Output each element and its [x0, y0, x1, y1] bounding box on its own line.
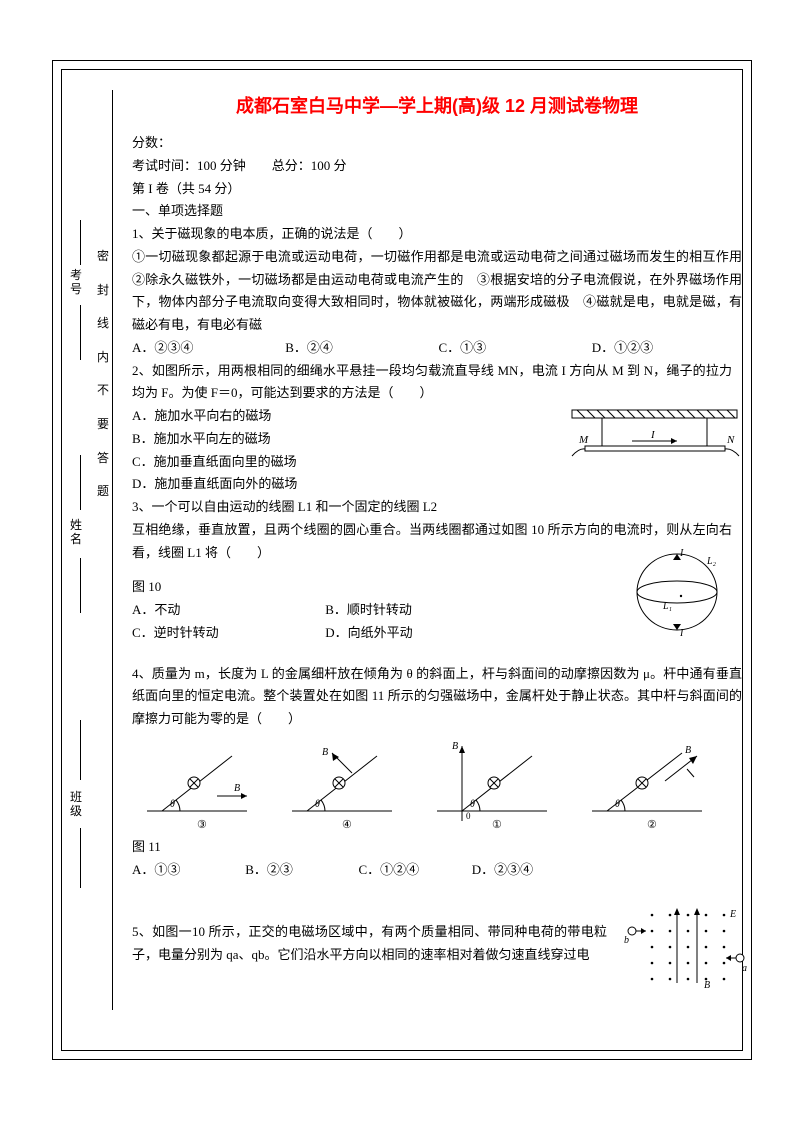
line-class-1 — [80, 720, 81, 780]
q3-B: B．顺时针转动 — [325, 599, 412, 622]
svg-text:E: E — [729, 909, 736, 920]
q4-fig3: θ B ③ — [142, 741, 262, 831]
q2-stem: 2、如图所示，用两根相同的细绳水平悬挂一段均匀载流直导线 MN，电流 I 方向从… — [132, 360, 732, 406]
svg-text:①: ① — [492, 819, 502, 831]
seal-text: 密 封 线 内 不 要 答 题 — [96, 240, 110, 509]
q4-fig1: B θ 0 ① — [432, 741, 562, 831]
svg-text:B: B — [234, 783, 240, 794]
q1-stem: 1、关于磁现象的电本质，正确的说法是（ ） — [132, 223, 742, 246]
text-exam-id: 考号 — [70, 268, 82, 296]
q3-figure: I L₂ L₁ I — [627, 544, 727, 639]
page-outer-frame: 考号 姓名 班级 密 封 线 内 不 要 答 题 成都石室白马中 — [52, 60, 752, 1060]
label-name: 姓名 — [68, 518, 84, 547]
svg-text:B: B — [452, 741, 458, 752]
page-inner-frame: 考号 姓名 班级 密 封 线 内 不 要 答 题 成都石室白马中 — [61, 69, 743, 1051]
fig-M: M — [578, 434, 589, 446]
svg-text:θ: θ — [615, 799, 620, 810]
q3-C: C．逆时针转动 — [132, 622, 322, 645]
seal-text-content: 密 封 线 内 不 要 答 题 — [97, 249, 121, 498]
svg-text:a: a — [742, 963, 747, 974]
section-1: 第 I 卷（共 54 分） — [132, 178, 742, 201]
line-name-1 — [80, 455, 81, 510]
q4-block: 4、质量为 m，长度为 L 的金属细杆放在倾角为 θ 的斜面上，杆与斜面间的动摩… — [132, 663, 742, 882]
q4-stem: 4、质量为 m，长度为 L 的金属细杆放在倾角为 θ 的斜面上，杆与斜面间的动摩… — [132, 663, 742, 731]
q2-figure: M I N — [567, 408, 742, 463]
q5-block: 5、如图一10 所示，正交的电磁场区域中，有两个质量相同、带同种电荷的带电粒子，… — [132, 921, 742, 967]
q1-A: A．②③④ — [132, 337, 282, 360]
q4-B: B．②③ — [245, 859, 355, 882]
q1-D: D．①②③ — [592, 337, 653, 360]
q2-D: D．施加垂直纸面向外的磁场 — [132, 473, 742, 496]
q3-A: A．不动 — [132, 599, 322, 622]
q3-D: D．向纸外平动 — [325, 622, 412, 645]
line-exam-id-1 — [80, 220, 81, 265]
seal-line — [112, 90, 113, 1010]
label-class: 班级 — [68, 790, 84, 819]
q2-block: 2、如图所示，用两根相同的细绳水平悬挂一段均匀载流直导线 MN，电流 I 方向从… — [132, 360, 742, 497]
line-exam-id-2 — [80, 305, 81, 360]
svg-text:θ: θ — [470, 799, 475, 810]
q4-A: A．①③ — [132, 859, 242, 882]
q1-statements: ①一切磁现象都起源于电流或运动电荷，一切磁作用都是电流或运动电荷之间通过磁场而发… — [132, 246, 742, 337]
exam-title: 成都石室白马中学—学上期(高)级 12 月测试卷物理 — [132, 92, 742, 118]
score-label: 分数： — [132, 132, 742, 155]
svg-text:③: ③ — [197, 819, 207, 831]
q4-D: D．②③④ — [472, 859, 533, 882]
q1-options: A．②③④ B．②④ C．①③ D．①②③ — [132, 337, 742, 360]
svg-text:L₁: L₁ — [662, 601, 672, 612]
content: 成都石室白马中学—学上期(高)级 12 月测试卷物理 分数： 考试时间：100 … — [132, 92, 742, 967]
svg-text:B: B — [322, 747, 328, 758]
svg-text:L₂: L₂ — [706, 556, 717, 567]
svg-text:I: I — [679, 548, 684, 559]
part-1: 一、单项选择题 — [132, 200, 742, 223]
label-exam-id: 考号 — [68, 268, 84, 297]
q4-fig4: θ B ④ — [287, 741, 407, 831]
svg-text:④: ④ — [342, 819, 352, 831]
svg-text:I: I — [679, 628, 684, 639]
q1-B: B．②④ — [285, 337, 435, 360]
text-class: 班级 — [70, 790, 82, 818]
text-name: 姓名 — [70, 518, 82, 546]
q4-figures-row: θ B ③ — [132, 741, 742, 836]
fig-N: N — [726, 434, 735, 446]
svg-text:b: b — [624, 935, 629, 946]
svg-text:②: ② — [647, 819, 657, 831]
q4-fig2: θ B ② — [587, 741, 717, 831]
line-class-2 — [80, 828, 81, 888]
q3-stem1: 3、一个可以自由运动的线圈 L1 和一个固定的线圈 L2 — [132, 496, 742, 519]
q5-stem: 5、如图一10 所示，正交的电磁场区域中，有两个质量相同、带同种电荷的带电粒子，… — [132, 921, 607, 967]
svg-text:0: 0 — [466, 811, 471, 821]
exam-info: 考试时间：100 分钟 总分：100 分 — [132, 155, 742, 178]
line-name-2 — [80, 558, 81, 613]
q5-figure: E B b a — [622, 903, 752, 993]
svg-text:θ: θ — [315, 799, 320, 810]
svg-text:θ: θ — [170, 799, 175, 810]
q1-C: C．①③ — [439, 337, 589, 360]
q4-figlabel: 图 11 — [132, 836, 742, 859]
q4-options: A．①③ B．②③ C．①②④ D．②③④ — [132, 859, 742, 882]
svg-text:B: B — [704, 980, 710, 991]
q3-block: 3、一个可以自由运动的线圈 L1 和一个固定的线圈 L2 互相绝缘，垂直放置，且… — [132, 496, 742, 645]
q4-C: C．①②④ — [359, 859, 469, 882]
fig-I: I — [650, 429, 656, 441]
sidebar: 考号 姓名 班级 密 封 线 内 不 要 答 题 — [68, 90, 118, 1010]
svg-text:B: B — [685, 745, 691, 756]
